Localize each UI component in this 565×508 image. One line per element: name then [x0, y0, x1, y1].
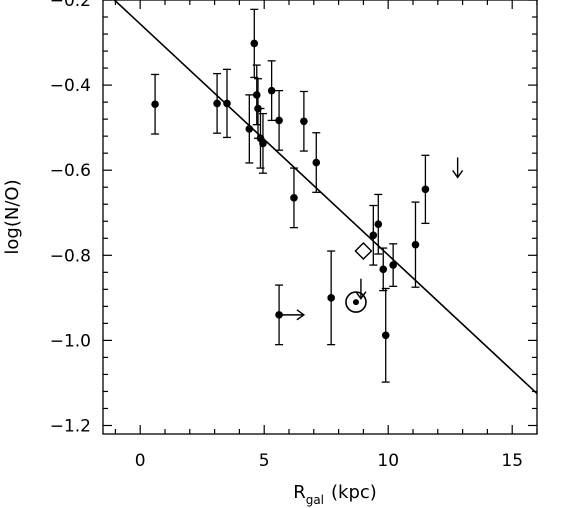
sun-symbol-dot	[352, 299, 359, 306]
x-axis-title-unit: (kpc)	[331, 482, 377, 503]
data-point	[421, 185, 430, 194]
data-point	[379, 265, 388, 274]
sun-symbol-ring	[345, 291, 367, 313]
data-point	[290, 194, 298, 202]
x-tick-label: 5	[259, 451, 270, 471]
data-point	[327, 294, 335, 302]
data-point	[374, 220, 383, 229]
data-point	[312, 158, 321, 167]
x-tick-label: 0	[135, 451, 146, 471]
data-markers	[151, 8, 464, 383]
data-point	[213, 99, 221, 108]
x-axis-title-subscript: gal	[306, 493, 324, 507]
y-tick-label: −0.4	[50, 76, 91, 96]
data-point	[275, 116, 283, 125]
data-point	[223, 99, 231, 108]
plot-frame	[102, 0, 538, 435]
diamond-marker	[354, 242, 373, 261]
data-point	[252, 91, 261, 99]
x-limit-arrowhead	[296, 309, 306, 321]
y-tick-label: −1.0	[50, 331, 91, 351]
fit-line	[113, 0, 537, 395]
x-axis-title: Rgal (kpc)	[293, 482, 377, 507]
y-tick-label: −0.6	[50, 161, 91, 181]
y-tick-label: −0.2	[50, 0, 91, 11]
y-tick-label: −1.2	[50, 416, 91, 436]
data-point	[151, 100, 159, 109]
data-point	[267, 86, 276, 95]
x-tick-label: 15	[501, 451, 523, 471]
data-point	[369, 231, 378, 240]
data-point	[300, 117, 308, 126]
data-point	[389, 261, 397, 269]
x-tick-label: 10	[377, 451, 399, 471]
data-point	[381, 331, 390, 340]
y-axis-ticks: −1.2 −1.0 −0.8 −0.6 −0.4 −0.2	[50, 0, 537, 436]
y-axis-title: log(N/O)	[2, 179, 23, 254]
x-axis-ticks: 0 5 10 15	[114, 0, 538, 471]
y-tick-label: −0.8	[50, 246, 91, 266]
x-axis-title-main: R	[293, 482, 306, 503]
data-point	[411, 240, 420, 249]
upper-limit-arrowhead	[452, 170, 464, 179]
data-point	[245, 125, 254, 133]
data-point	[250, 39, 259, 48]
data-point	[259, 139, 267, 148]
upper-limit-arrowhead	[355, 291, 367, 300]
